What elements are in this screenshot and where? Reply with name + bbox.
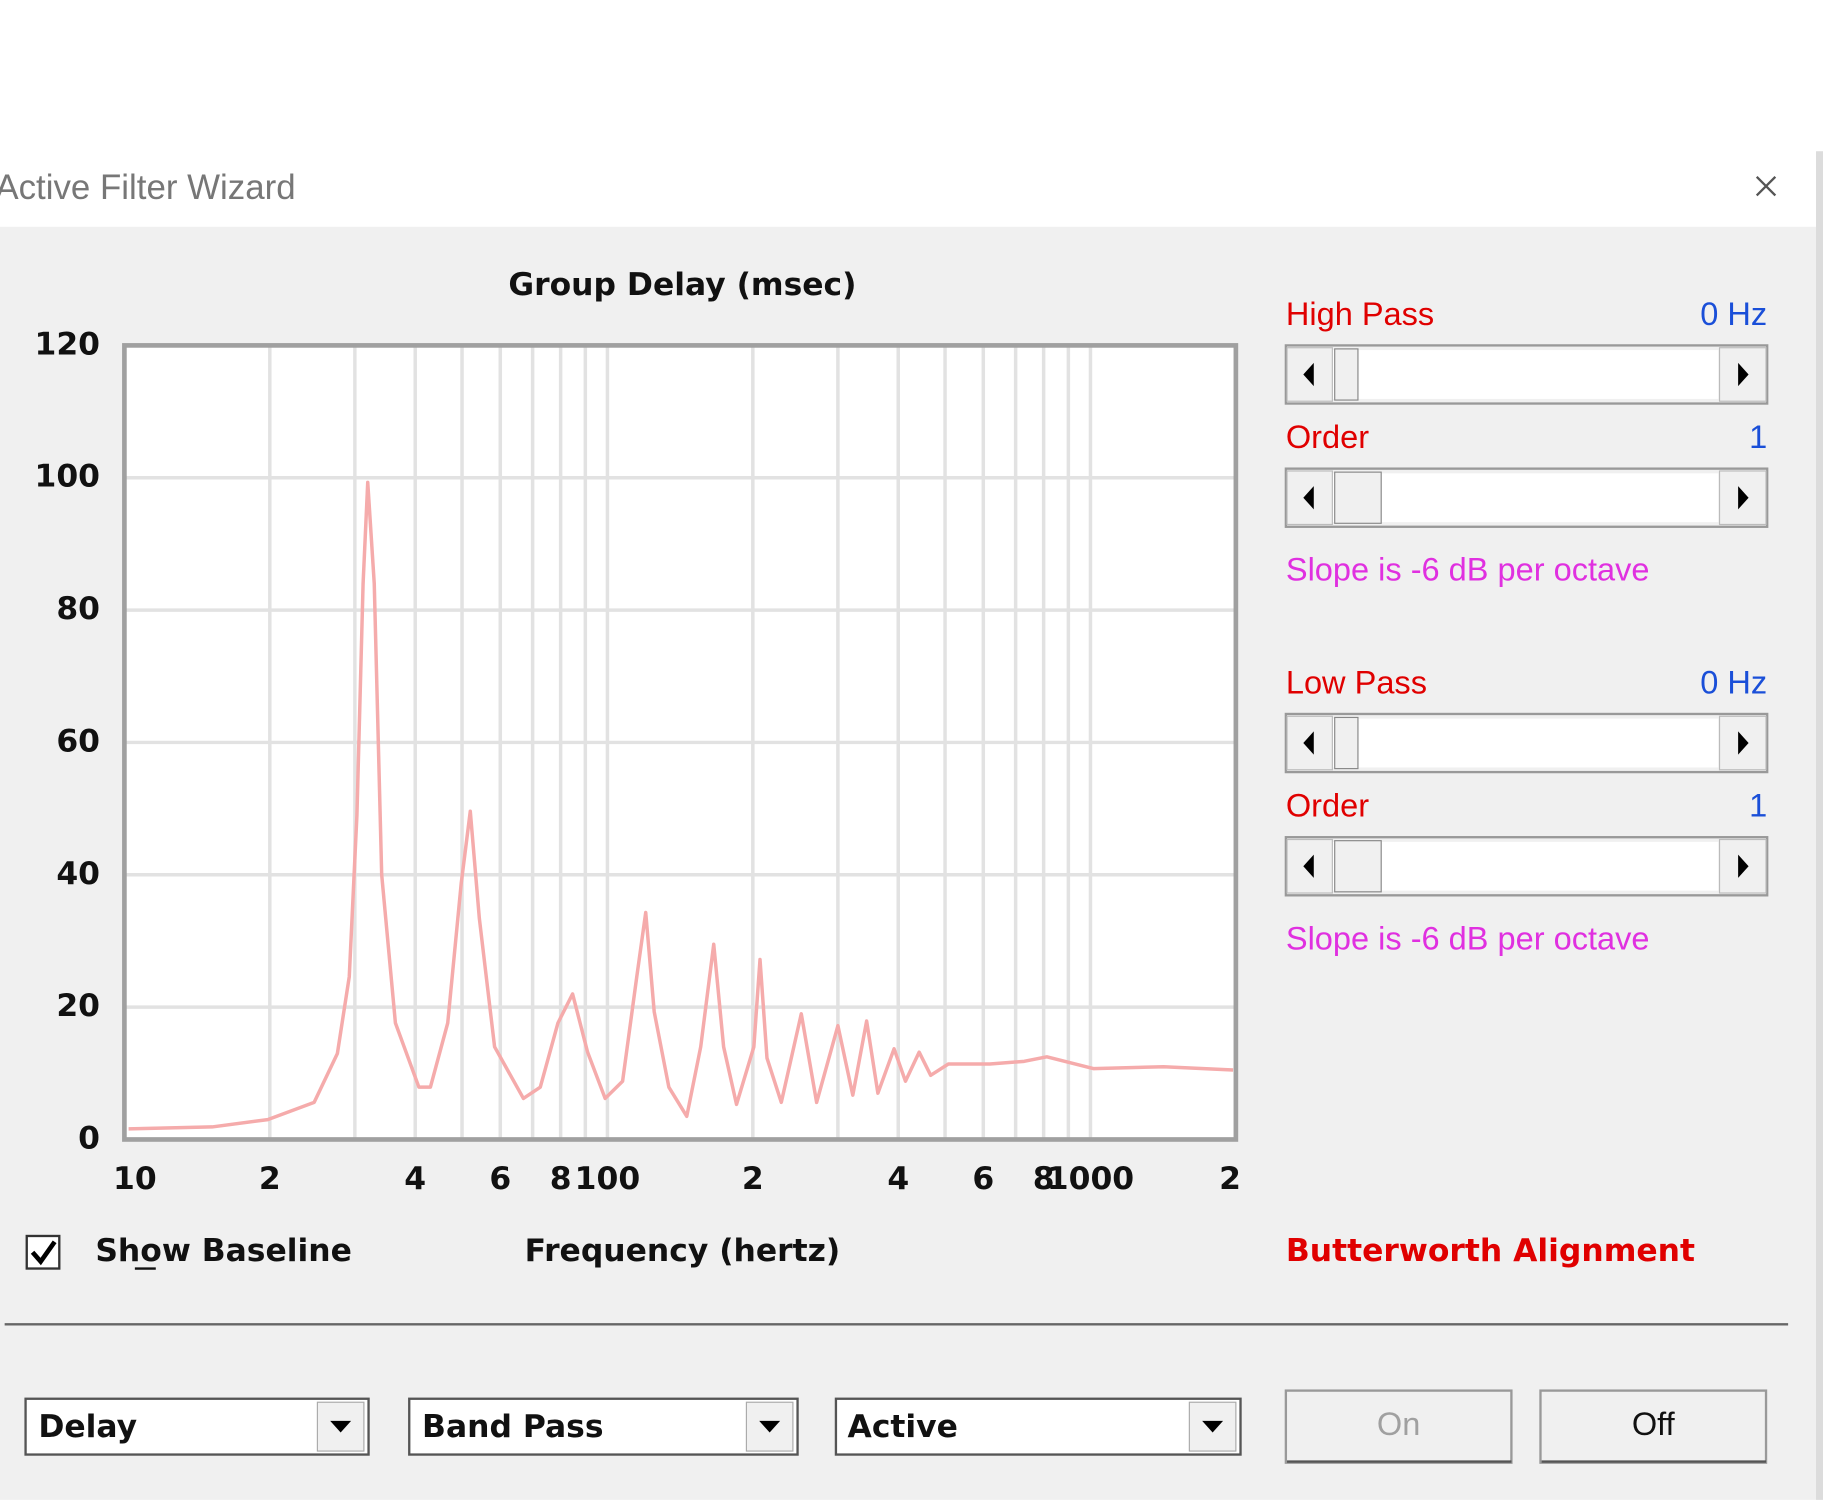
y-tick-label: 80 xyxy=(56,591,100,627)
button-label: Off xyxy=(1632,1406,1676,1442)
y-tick-label: 20 xyxy=(56,988,100,1024)
dropdown[interactable] xyxy=(408,1397,799,1456)
x-tick-label: 8 xyxy=(550,1161,572,1197)
order-value: 1 xyxy=(1749,788,1767,824)
dropdown-value: Active xyxy=(848,1409,958,1445)
alignment-label: Butterworth Alignment xyxy=(1286,1233,1695,1269)
high-pass-order-slider[interactable] xyxy=(1284,467,1769,528)
x-tick-label: 1000 xyxy=(1047,1161,1134,1197)
title-bar xyxy=(0,0,1823,227)
slope-text: Slope is -6 dB per octave xyxy=(1286,920,1650,956)
low-pass-label: Low Pass xyxy=(1286,664,1427,700)
y-tick-label: 40 xyxy=(56,856,100,892)
low-pass-value: 0 Hz xyxy=(1700,664,1767,700)
x-tick-label: 2 xyxy=(742,1161,764,1197)
x-tick-label: 8 xyxy=(1033,1161,1055,1197)
checkbox-label: Show Baseline xyxy=(95,1233,352,1269)
high-pass-label: High Pass xyxy=(1286,296,1434,332)
x-tick-label: 6 xyxy=(972,1161,994,1197)
high-pass-slider[interactable] xyxy=(1284,344,1769,405)
y-tick-label: 100 xyxy=(34,459,99,495)
x-tick-label: 2 xyxy=(1219,1161,1241,1197)
button-on[interactable] xyxy=(1284,1389,1513,1464)
dropdown-value: Band Pass xyxy=(422,1409,603,1445)
high-pass-value: 0 Hz xyxy=(1700,296,1767,332)
order-value: 1 xyxy=(1749,419,1767,455)
x-tick-label: 10 xyxy=(113,1161,157,1197)
button-off[interactable] xyxy=(1539,1389,1768,1464)
x-tick-label: 100 xyxy=(575,1161,641,1197)
data-line xyxy=(128,480,1234,1131)
order-label: Order xyxy=(1286,788,1369,824)
low-pass-order-slider[interactable] xyxy=(1284,836,1769,897)
x-tick-label: 6 xyxy=(489,1161,511,1197)
show-baseline-checkbox[interactable] xyxy=(25,1234,61,1270)
dropdown[interactable] xyxy=(24,1397,370,1456)
edge xyxy=(1816,151,1823,1500)
x-tick-label: 4 xyxy=(887,1161,909,1197)
window-title: Active Filter Wizard xyxy=(0,168,296,207)
x-axis-label: Frequency (hertz) xyxy=(525,1233,841,1269)
dropdown[interactable] xyxy=(834,1397,1242,1456)
order-label: Order xyxy=(1286,419,1369,455)
chart-title: Group Delay (msec) xyxy=(508,267,856,303)
x-tick-label: 4 xyxy=(404,1161,426,1197)
close-button[interactable] xyxy=(1755,176,1777,197)
slope-text: Slope is -6 dB per octave xyxy=(1286,552,1650,588)
y-tick-label: 0 xyxy=(78,1120,100,1156)
plot-frame xyxy=(122,343,1239,1142)
y-tick-label: 120 xyxy=(34,326,99,362)
y-tick-label: 60 xyxy=(56,723,100,759)
low-pass-slider[interactable] xyxy=(1284,712,1769,774)
x-tick-label: 2 xyxy=(259,1161,281,1197)
dropdown-value: Delay xyxy=(38,1409,137,1445)
button-label: On xyxy=(1377,1406,1420,1442)
